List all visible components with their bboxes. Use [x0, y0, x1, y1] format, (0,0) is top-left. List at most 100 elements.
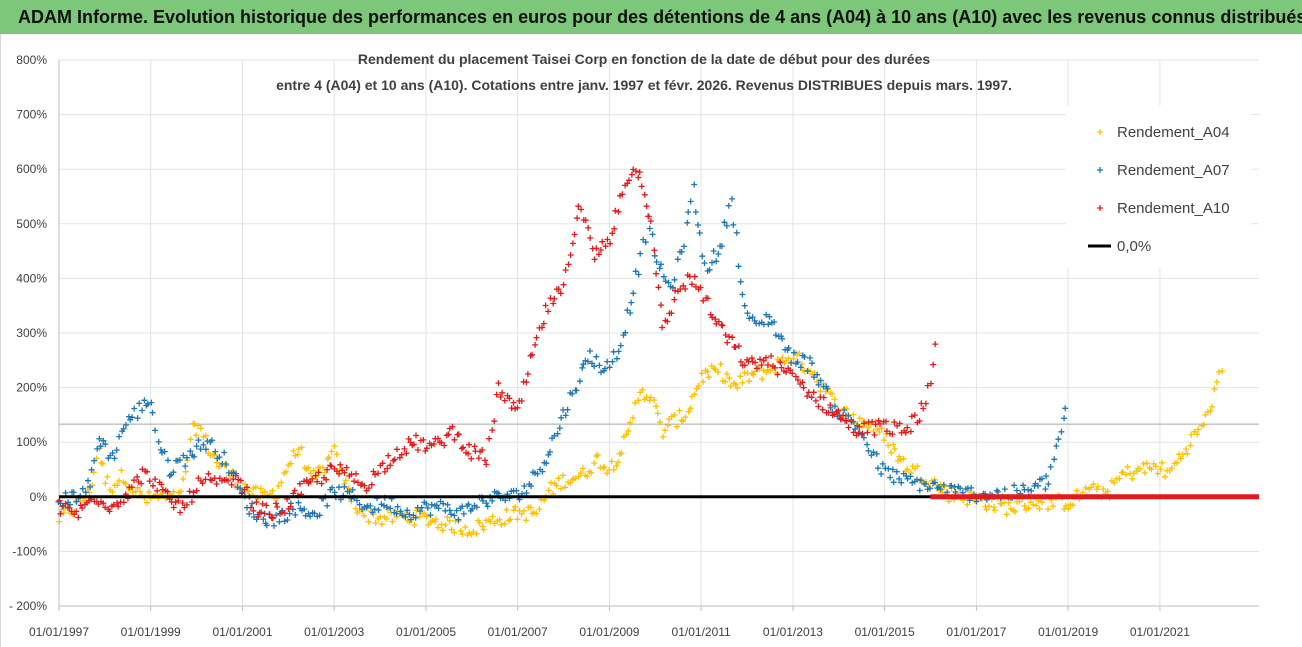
- data-point: [558, 485, 564, 492]
- data-point: [968, 484, 975, 491]
- data-point: [819, 406, 826, 413]
- legend-label: Rendement_A10: [1117, 200, 1230, 217]
- data-point: [1141, 469, 1148, 476]
- data-point: [1065, 505, 1072, 512]
- data-point: [656, 265, 663, 272]
- data-point: [622, 329, 629, 336]
- x-tick-label: 01/01/2013: [763, 625, 823, 639]
- data-point: [341, 469, 348, 476]
- data-point: [134, 473, 141, 480]
- data-point: [333, 451, 340, 458]
- data-point: [82, 489, 89, 496]
- data-point: [611, 225, 618, 232]
- data-point: [715, 318, 722, 325]
- data-point: [1045, 481, 1052, 488]
- data-point: [551, 295, 558, 302]
- data-point: [491, 418, 498, 425]
- data-point: [489, 497, 496, 504]
- data-point: [205, 470, 212, 477]
- data-point: [444, 501, 451, 508]
- data-point: [1053, 443, 1060, 449]
- data-point: [102, 441, 109, 448]
- data-point: [271, 522, 277, 529]
- data-point: [930, 361, 937, 368]
- data-point: [273, 500, 279, 507]
- data-point: [973, 498, 980, 505]
- data-point: [746, 315, 753, 322]
- data-point: [555, 286, 562, 293]
- data-point: [261, 510, 268, 517]
- data-point: [860, 434, 867, 441]
- data-point: [721, 219, 728, 226]
- data-point: [878, 425, 885, 432]
- data-point: [341, 483, 348, 490]
- data-point: [387, 505, 394, 512]
- data-point: [479, 447, 486, 453]
- data-point: [1187, 442, 1194, 449]
- data-point: [609, 358, 616, 365]
- data-point: [448, 526, 455, 533]
- axes: [58, 60, 1259, 611]
- data-point: [624, 180, 631, 187]
- data-point: [212, 448, 219, 455]
- data-point: [372, 471, 378, 478]
- y-tick-label: 400%: [16, 271, 47, 285]
- data-point: [296, 480, 303, 487]
- data-point: [250, 485, 257, 492]
- data-point: [536, 506, 543, 513]
- data-point: [470, 529, 477, 535]
- data-point: [699, 253, 706, 260]
- data-point: [878, 471, 885, 477]
- data-point: [401, 445, 408, 452]
- data-point: [398, 451, 405, 458]
- data-point: [139, 407, 146, 414]
- data-point: [513, 487, 520, 494]
- data-point: [746, 378, 753, 385]
- data-point: [197, 425, 204, 432]
- data-point: [460, 444, 466, 451]
- data-point: [246, 510, 253, 517]
- y-tick-label: 700%: [16, 108, 47, 122]
- data-point: [624, 307, 631, 314]
- data-point: [725, 202, 732, 209]
- data-point: [587, 235, 594, 241]
- data-point: [202, 446, 209, 453]
- data-point: [646, 225, 653, 232]
- data-point: [371, 506, 378, 513]
- data-point: [591, 363, 598, 370]
- data-point: [596, 251, 602, 258]
- data-point: [497, 394, 504, 400]
- data-point: [1200, 421, 1207, 428]
- data-point: [875, 417, 882, 424]
- data-point: [837, 415, 844, 422]
- data-point: [469, 505, 476, 512]
- data-point: [79, 485, 86, 492]
- data-point: [165, 457, 171, 464]
- data-point: [545, 487, 552, 494]
- data-point: [114, 499, 121, 506]
- y-tick-label: 300%: [16, 326, 47, 340]
- data-point: [1168, 465, 1175, 472]
- data-point: [187, 436, 194, 443]
- data-point: [305, 464, 312, 471]
- data-point: [499, 389, 506, 396]
- legend-marker: [1097, 167, 1103, 173]
- data-point: [1174, 459, 1180, 466]
- data-point: [680, 418, 686, 425]
- data-point: [199, 480, 206, 487]
- data-point: [303, 477, 310, 483]
- data-point: [99, 460, 106, 467]
- data-point: [577, 470, 584, 476]
- data-point: [843, 406, 850, 412]
- data-point: [521, 483, 528, 489]
- data-point: [318, 480, 325, 487]
- x-tick-label: 01/01/2005: [396, 625, 456, 639]
- data-point: [885, 465, 892, 472]
- data-point: [385, 452, 392, 459]
- data-point: [680, 282, 687, 289]
- data-point: [284, 517, 291, 523]
- data-point: [473, 530, 480, 537]
- data-point: [1070, 502, 1076, 509]
- data-point: [917, 477, 924, 484]
- data-point: [408, 516, 414, 523]
